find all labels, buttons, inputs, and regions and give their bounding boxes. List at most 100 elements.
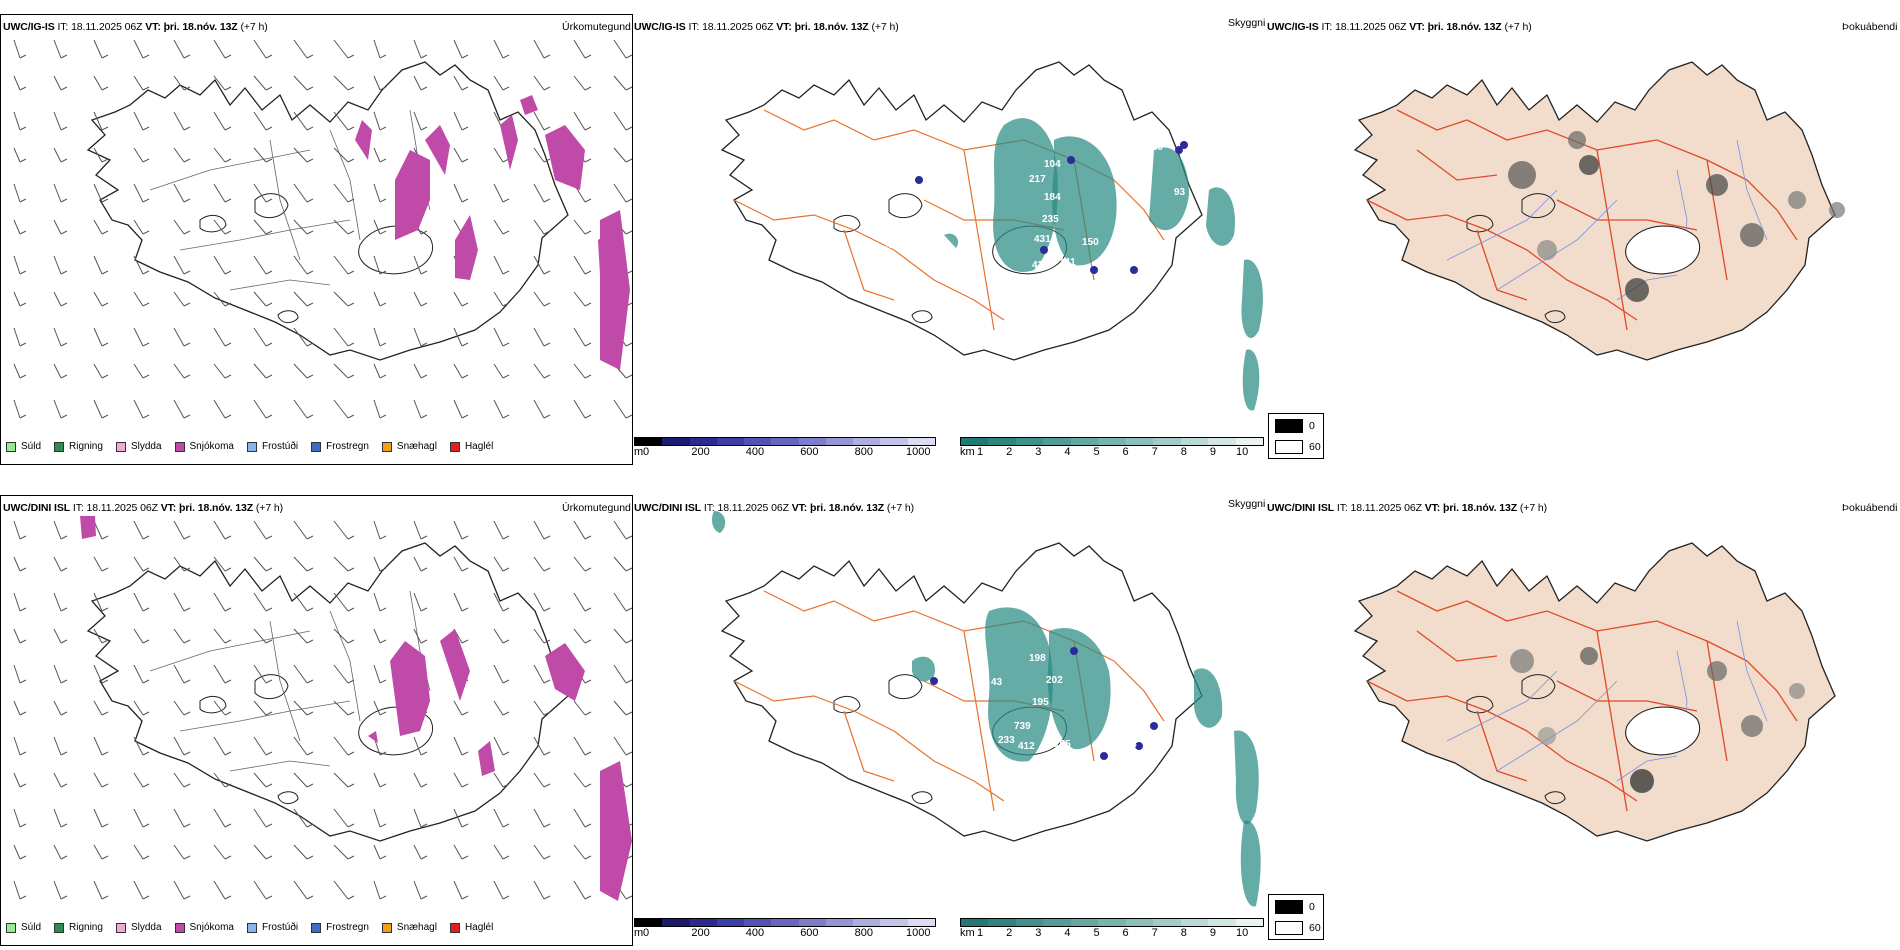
legend-swatch — [115, 441, 126, 452]
cloud-header: UWC/DINI ISL IT: 18.11.2025 06Z VT: þri.… — [634, 502, 915, 514]
low-ceiling-areas — [915, 141, 1188, 274]
ceiling-label: 198 — [1029, 653, 1046, 664]
ceiling_bar-tick-label: 800 — [854, 446, 873, 458]
valid-time: þri. 18.nóv. 13Z — [810, 502, 885, 514]
legend-swatch — [311, 922, 322, 933]
iceland-land — [1353, 542, 1836, 842]
model-name: UWC/DINI ISL — [3, 502, 71, 514]
fog-title: Þokuábendi — [1842, 21, 1898, 33]
fog-legend: 0 60 — [1268, 413, 1324, 459]
ceiling-label: 21 — [964, 232, 976, 243]
cloud-title: Skyggni — [1228, 17, 1266, 29]
vis_bar-tick-label: 6 — [1122, 927, 1129, 939]
precip-header: UWC/DINI ISL IT: 18.11.2025 06Z VT: þri.… — [3, 502, 284, 514]
legend-item-frostúði: Frostúði — [246, 922, 298, 933]
fog-legend-label-high: 60 — [1309, 441, 1321, 453]
valid-time: þri. 18.nóv. 13Z — [1443, 502, 1518, 514]
legend-item-rigning: Rigning — [54, 922, 103, 933]
legend-label: Frostúði — [261, 441, 299, 452]
legend-label: Frostregn — [326, 441, 369, 452]
ceiling_bar-unit: m — [634, 927, 644, 939]
precip-panel-frame — [0, 14, 633, 465]
vis_bar-tick-label: 9 — [1209, 927, 1216, 939]
ceiling_bar-tick-label: 200 — [691, 927, 710, 939]
vis_bar-strip — [960, 918, 1264, 927]
legend-swatch — [246, 922, 257, 933]
legend-item-súld: Súld — [6, 922, 41, 933]
vis_bar-tick-label: 10 — [1236, 446, 1249, 458]
glacier-fog-free — [1625, 225, 1700, 275]
fog-legend-swatch-high — [1275, 440, 1303, 454]
ceiling-label: 177 — [1102, 260, 1119, 271]
model-name: UWC/IG-IS — [3, 21, 55, 33]
snow-areas — [355, 95, 630, 370]
valid-time: þri. 18.nóv. 13Z — [1427, 21, 1502, 33]
issue-time: 18.11.2025 06Z — [71, 21, 143, 33]
visibility-areas — [944, 118, 1264, 411]
legend-swatch — [449, 441, 460, 452]
legend-label: Slydda — [130, 922, 162, 933]
ceiling_bar-tick-label: 600 — [800, 446, 819, 458]
fog-map — [1353, 61, 1845, 361]
ceiling_bar-tick-label: 0 — [643, 927, 650, 939]
legend-item-snjókoma: Snjókoma — [174, 441, 234, 452]
legend-item-snæhagl: Snæhagl — [381, 922, 437, 933]
ceiling_bar-tick-label: 0 — [643, 446, 650, 458]
legend-label: Súld — [21, 922, 42, 933]
valid-time: þri. 18.nóv. 13Z — [794, 21, 869, 33]
vis_bar-tick-label: 6 — [1122, 446, 1129, 458]
iceland-land — [86, 542, 569, 842]
legend-label: Snæhagl — [396, 922, 437, 933]
issue-time: 18.11.2025 06Z — [1335, 21, 1407, 33]
terrain-contours — [149, 590, 431, 772]
iceland-land — [86, 61, 569, 361]
issue-time: 18.11.2025 06Z — [86, 502, 158, 514]
ceiling-label: 233 — [998, 735, 1015, 746]
vis_bar-tick-label: 7 — [1151, 927, 1158, 939]
vis_bar-tick-label: 1 — [977, 927, 984, 939]
valid-time: þri. 18.nóv. 13Z — [179, 502, 254, 514]
ceiling-label: 470 — [886, 240, 903, 251]
river-network — [1446, 620, 1768, 782]
vis_bar-strip — [960, 437, 1264, 446]
iceland-land — [1353, 61, 1836, 361]
legend-item-rigning: Rigning — [54, 441, 103, 452]
ceiling-label: 150 — [1082, 237, 1099, 248]
ceiling_bar-tick-label: 1000 — [906, 927, 931, 939]
ceiling_bar-tick-label: 400 — [745, 927, 765, 939]
ceiling_bar-tick-label: 800 — [854, 927, 873, 939]
issue-time: 18.11.2025 06Z — [1350, 502, 1422, 514]
lead-time: (+7 h) — [1519, 502, 1548, 514]
legend-swatch — [381, 441, 392, 452]
legend-item-haglél: Haglél — [449, 441, 493, 452]
cloud-header: UWC/IG-IS IT: 18.11.2025 06Z VT: þri. 18… — [634, 21, 899, 33]
legend-swatch — [449, 922, 460, 933]
ceiling-label: 184 — [1044, 192, 1061, 203]
vis_bar-tick-label: 5 — [1093, 927, 1100, 939]
model-name: UWC/DINI ISL — [634, 502, 702, 514]
vis_bar-tick-label: 7 — [1151, 446, 1158, 458]
legend-swatch — [311, 441, 322, 452]
vis_bar-tick-label: 1 — [977, 446, 984, 458]
terrain-contours — [149, 109, 431, 291]
vis_bar-tick-label: 2 — [1006, 446, 1013, 458]
precip-header: UWC/IG-IS IT: 18.11.2025 06Z VT: þri. 18… — [3, 21, 268, 33]
vis_bar-tick-label: 8 — [1180, 446, 1187, 458]
fog-index-shading — [1508, 131, 1845, 302]
ceiling-label: 104 — [1044, 159, 1061, 170]
fog-header: UWC/IG-IS IT: 18.11.2025 06Z VT: þri. 18… — [1267, 21, 1532, 33]
ceiling-label: 43 — [991, 677, 1003, 688]
model-name: UWC/IG-IS — [634, 21, 686, 33]
precip-map — [13, 39, 633, 419]
legend-item-snæhagl: Snæhagl — [381, 441, 437, 452]
wind-barbs — [13, 520, 633, 900]
legend-label: Rigning — [69, 441, 103, 452]
vis_bar-tick-label: 10 — [1236, 927, 1249, 939]
legend-item-frostregn: Frostregn — [311, 922, 369, 933]
legend-label: Snæhagl — [396, 441, 437, 452]
valid-time: þri. 18.nóv. 13Z — [163, 21, 238, 33]
fog-map — [1353, 542, 1836, 842]
vis_bar-tick-label: 3 — [1035, 927, 1042, 939]
ceiling-label: 57 — [1108, 721, 1120, 732]
legend-item-snjókoma: Snjókoma — [174, 922, 234, 933]
